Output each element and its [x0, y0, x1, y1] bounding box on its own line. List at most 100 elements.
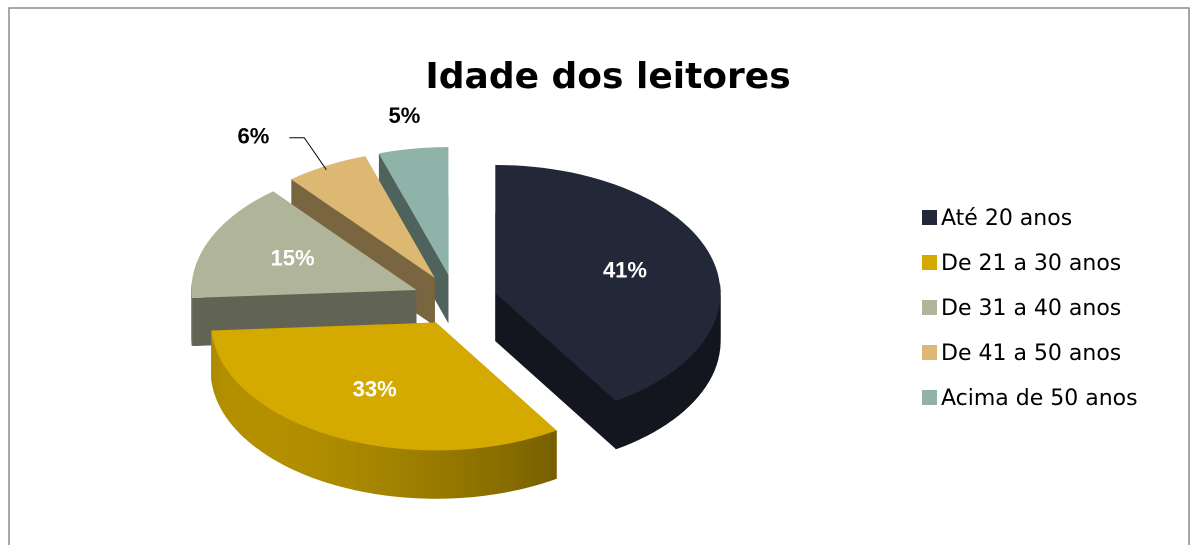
slice-wall: [218, 356, 222, 410]
slice-wall: [469, 447, 478, 498]
slice-top: [291, 156, 435, 278]
slice-wall: [229, 372, 233, 427]
slice-wall: [549, 430, 557, 482]
slice-wall: [340, 438, 349, 489]
slice-wall: [683, 357, 690, 412]
slice-wall: [333, 436, 342, 487]
slice-wall: [232, 376, 237, 431]
slice: [211, 322, 557, 499]
slice-wall: [542, 432, 551, 484]
slice-wall: [672, 366, 679, 421]
data-label: 33%: [353, 377, 397, 402]
slice: [495, 165, 721, 450]
slice-wall: [277, 412, 284, 465]
leader-line: [289, 137, 327, 171]
legend-swatch: [922, 390, 937, 405]
slice-wall: [313, 429, 321, 481]
chart-title: Idade dos leitores: [425, 56, 790, 97]
slice-wall: [705, 331, 710, 388]
slice-wall: [623, 394, 632, 447]
legend-label: De 41 a 50 anos: [941, 341, 1121, 366]
slice-wall: [615, 397, 625, 450]
slice-wall: [484, 445, 493, 496]
legend-swatch: [922, 300, 937, 315]
slice-top: [211, 322, 557, 451]
legend-label: Até 20 anos: [941, 206, 1072, 231]
slice-wall: [288, 418, 295, 471]
slice-wall: [211, 330, 213, 383]
slice-wall: [711, 322, 715, 376]
data-label: 15%: [271, 245, 315, 270]
slice-wall: [499, 443, 508, 494]
slice-wall: [521, 438, 530, 490]
legend: Até 20 anos De 21 a 30 anos De 31 a 40 ano…: [922, 206, 1138, 411]
legend-label: Acima de 50 anos: [941, 386, 1138, 411]
slice-wall: [492, 444, 501, 495]
legend-swatch: [922, 210, 937, 225]
slice-wall: [221, 359, 225, 415]
pie: 41% 33% 15% 6% 5%: [191, 103, 721, 499]
slice-wall: [306, 426, 314, 479]
slice-wall: [666, 371, 674, 425]
slice-top: [191, 191, 417, 298]
data-label: 5%: [389, 103, 421, 128]
slice-wall: [430, 450, 440, 499]
slice-wall: [223, 364, 227, 419]
slice-wall: [688, 352, 695, 407]
legend-swatch: [922, 255, 937, 270]
slice-wall: [454, 449, 463, 499]
legend-swatch: [922, 345, 937, 360]
slice-wall: [362, 443, 371, 494]
slice-wall: [407, 449, 416, 499]
slice-wall: [347, 439, 356, 491]
slice-wall: [514, 440, 523, 491]
slice-top: [495, 165, 721, 401]
slice-wall: [639, 387, 647, 440]
slice-wall: [384, 446, 393, 497]
slice-wall: [631, 390, 640, 444]
slice-wall: [256, 399, 262, 452]
slice-wall: [235, 380, 241, 434]
legend-label: De 21 a 30 anos: [941, 251, 1121, 276]
slice-wall: [376, 445, 386, 496]
data-label: 41%: [603, 257, 647, 282]
slice-wall: [678, 362, 685, 416]
slice-wall: [354, 441, 363, 492]
slice-wall: [697, 342, 703, 398]
slice-wall: [438, 449, 447, 499]
slice-wall: [252, 395, 258, 449]
slice-side: [495, 293, 616, 449]
slice-wall: [461, 448, 470, 498]
legend-label: De 31 a 40 anos: [941, 296, 1121, 321]
slice-wall: [319, 431, 328, 483]
slice-wall: [399, 448, 408, 498]
slice-wall: [708, 326, 713, 383]
slice-wall: [477, 447, 486, 497]
slice-wall: [226, 368, 230, 423]
slice-wall: [392, 447, 401, 498]
slice-wall: [261, 402, 267, 456]
slice-wall: [446, 449, 455, 499]
slice-wall: [701, 337, 707, 393]
slice-top: [378, 147, 449, 276]
slice-wall: [660, 375, 667, 429]
slice-wall: [247, 392, 253, 446]
slice-wall: [266, 406, 273, 459]
slice-wall: [535, 434, 544, 486]
slice-wall: [653, 379, 661, 433]
slice-wall: [326, 433, 335, 485]
slice-wall: [271, 409, 278, 462]
slice-wall: [528, 436, 537, 488]
slice-wall: [300, 424, 308, 476]
slice-wall: [693, 347, 699, 402]
slice-wall: [282, 415, 289, 468]
slice-wall: [507, 441, 516, 493]
slice-wall: [294, 421, 302, 474]
slice-wall: [646, 383, 654, 437]
slice-wall: [422, 449, 432, 499]
slice-wall: [415, 449, 424, 499]
slice-wall: [243, 388, 249, 442]
slice-wall: [239, 384, 244, 438]
chart-frame: [8, 7, 1190, 545]
